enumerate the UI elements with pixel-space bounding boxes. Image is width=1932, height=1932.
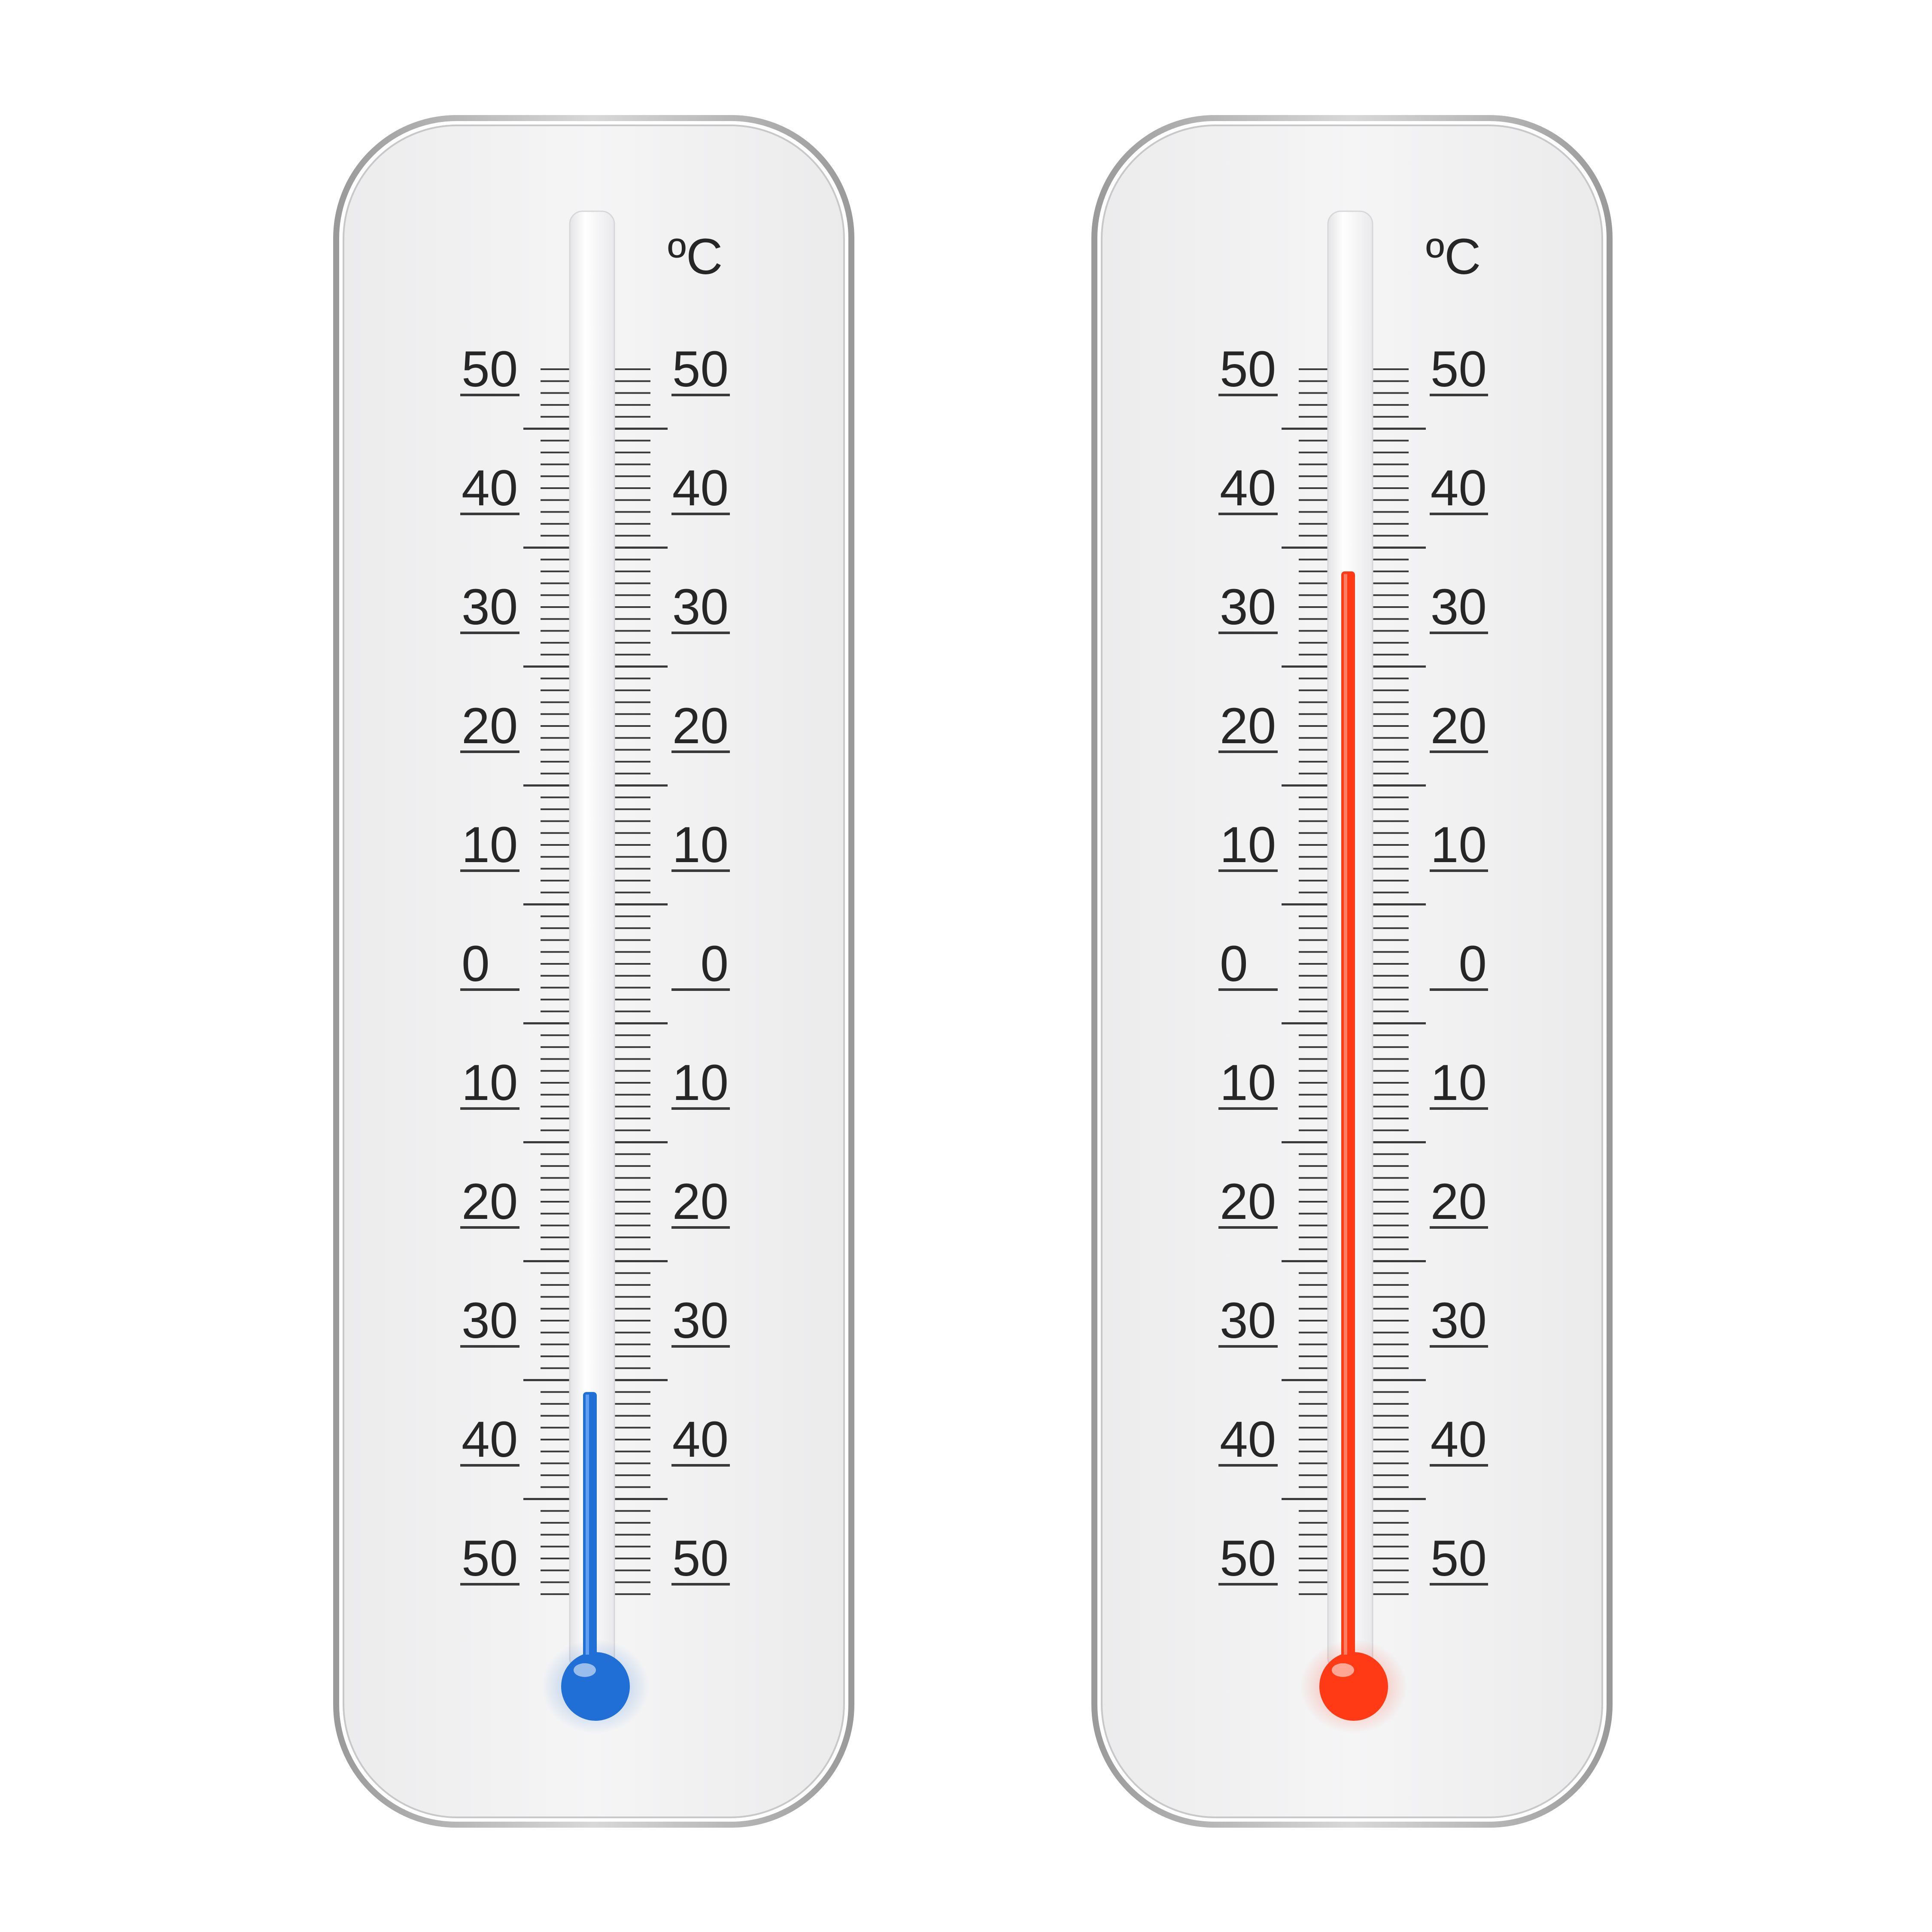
unit-label: ºC <box>668 228 723 285</box>
bulb-highlight <box>574 1663 596 1677</box>
scale-label-left: 30 <box>1220 1292 1276 1349</box>
liquid-highlight <box>586 1394 589 1655</box>
scale-label-right: 50 <box>672 1530 729 1587</box>
scale-label-left: 50 <box>462 1530 518 1587</box>
hot-thermometer: ºC 50 40 30 20 10 0 10 20 30 40 50 50 40 30 20 10 0 10 20… <box>1091 115 1613 1828</box>
scale-label-left: 0 <box>1220 936 1248 992</box>
scale-label-left: 50 <box>1220 341 1276 398</box>
scale-label-right: 40 <box>672 460 729 516</box>
scale-label-left: 30 <box>1220 579 1276 635</box>
scale-label-right: 40 <box>1431 460 1487 516</box>
scale-label-right: 10 <box>1431 1054 1487 1111</box>
scale-label-left: 10 <box>462 1054 518 1111</box>
liquid-highlight <box>1344 574 1347 1655</box>
scale-label-right: 20 <box>672 698 729 754</box>
scale-labels-left: 50 40 30 20 10 0 10 20 30 40 50 <box>1220 341 1276 1587</box>
scale-label-left: 40 <box>462 1411 518 1468</box>
scale-label-left: 10 <box>462 817 518 873</box>
scale-label-right: 10 <box>672 1054 729 1111</box>
unit-label: ºC <box>1426 228 1481 285</box>
liquid-column <box>583 1392 597 1686</box>
scale-labels-left: 50 40 30 20 10 0 10 20 30 40 50 <box>462 341 518 1587</box>
scale-label-right: 0 <box>700 936 729 992</box>
scale-label-right: 30 <box>1431 1292 1487 1349</box>
scale-labels-right: 50 40 30 20 10 0 10 20 30 40 50 <box>1431 341 1487 1587</box>
scale-label-left: 10 <box>1220 1054 1276 1111</box>
scale-label-right: 40 <box>672 1411 729 1468</box>
scale-label-left: 50 <box>1220 1530 1276 1587</box>
frame-outer <box>1091 115 1613 1828</box>
scale-labels-right: 50 40 30 20 10 0 10 20 30 40 50 <box>672 341 729 1587</box>
scale-label-right: 50 <box>672 341 729 398</box>
scale-label-right: 30 <box>672 1292 729 1349</box>
scale-label-left: 30 <box>462 579 518 635</box>
scale-label-right: 50 <box>1431 341 1487 398</box>
scale-label-left: 10 <box>1220 817 1276 873</box>
liquid-bulb <box>561 1652 630 1721</box>
scale-label-left: 20 <box>1220 1173 1276 1230</box>
liquid-column <box>1341 571 1355 1687</box>
frame-outer <box>333 115 854 1828</box>
scale-label-left: 0 <box>462 936 490 992</box>
scale-label-right: 20 <box>672 1173 729 1230</box>
scale-label-left: 30 <box>462 1292 518 1349</box>
scale-label-right: 50 <box>1431 1530 1487 1587</box>
cold-thermometer: ºC 50 40 30 20 10 0 10 20 30 40 50 50 40 30 20 10 0 10 20… <box>333 115 854 1828</box>
scale-label-right: 10 <box>672 817 729 873</box>
scale-label-left: 50 <box>462 341 518 398</box>
liquid-bulb <box>1319 1652 1388 1721</box>
scale-label-right: 0 <box>1458 936 1487 992</box>
scale-label-right: 40 <box>1431 1411 1487 1468</box>
scale-label-right: 30 <box>672 579 729 635</box>
scale-label-right: 20 <box>1431 1173 1487 1230</box>
bulb-highlight <box>1332 1663 1354 1677</box>
scale-label-right: 30 <box>1431 579 1487 635</box>
scale-label-left: 20 <box>1220 698 1276 754</box>
scale-label-right: 20 <box>1431 698 1487 754</box>
scale-label-left: 20 <box>462 1173 518 1230</box>
scale-label-right: 10 <box>1431 817 1487 873</box>
scale-label-left: 20 <box>462 698 518 754</box>
scale-label-left: 40 <box>462 460 518 516</box>
scale-label-left: 40 <box>1220 460 1276 516</box>
scale-label-left: 40 <box>1220 1411 1276 1468</box>
